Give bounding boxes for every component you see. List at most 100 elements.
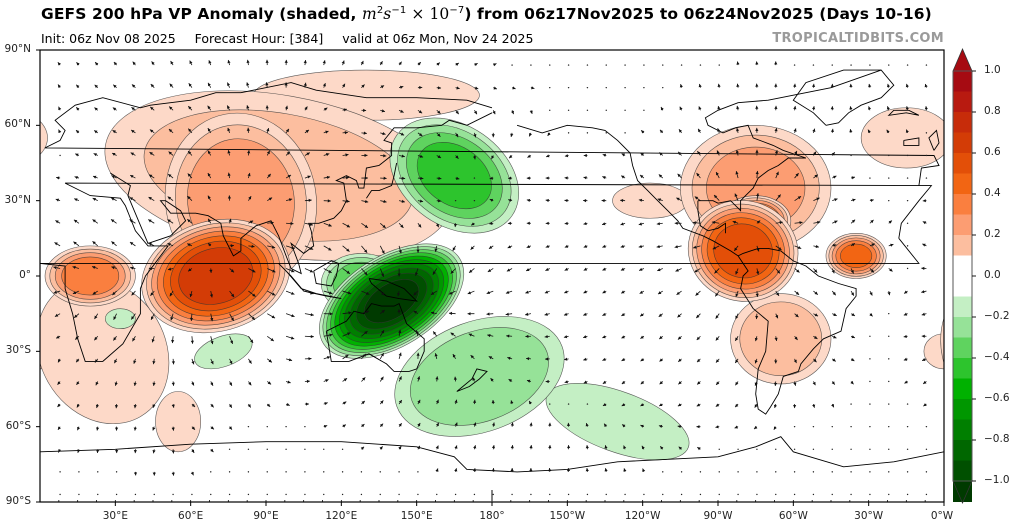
wind-vector-head [54,242,58,246]
wind-vector-head [379,61,383,65]
wind-vector-head [508,379,512,383]
wind-vector-head [304,106,308,110]
contour-level [739,301,823,376]
wind-vector [643,493,645,496]
wind-vector-head [545,379,549,384]
wind-vector-head [602,312,606,316]
wind-vector-head [870,269,874,273]
wind-vector-head [640,403,644,407]
y-tick-label: 60°S [5,419,31,432]
wind-vector-head [621,357,625,361]
wind-vector-head [75,336,79,340]
wind-vector-head [325,153,330,157]
wind-vector-head [53,290,57,294]
wind-vector-head [641,130,645,134]
wind-vector-head [288,358,293,362]
wind-vector-head [210,426,214,430]
wind-vector-head [754,382,758,386]
wind-vector-head [227,82,231,86]
wind-vector [906,425,909,428]
wind-vector [549,109,551,111]
wind-vector-head [284,82,288,86]
wind-vector-head [796,269,800,273]
wind-vector [906,64,909,66]
wind-vector [398,493,400,496]
wind-vector-head [113,84,117,88]
wind-vector [643,64,645,66]
wind-vector-head [247,172,251,177]
wind-vector-head [889,268,893,272]
wind-vector-head [436,62,440,66]
wind-vector [737,448,739,450]
wind-vector [115,471,118,473]
wind-vector-head [380,352,384,357]
wind-vector-head [346,270,350,274]
wind-vector [247,425,250,428]
wind-vector-head [797,196,802,200]
wind-vector-head [922,221,927,225]
colorbar [952,47,976,505]
wind-vector-head [921,312,926,316]
wind-vector-head [472,377,476,381]
wind-vector-head [246,59,250,64]
wind-vector-head [754,360,758,364]
coastline [903,137,920,146]
wind-vector-head [812,404,816,408]
wind-vector [323,471,325,473]
wind-vector-head [529,445,533,449]
wind-vector [567,64,570,66]
wind-vector-head [491,422,496,426]
wind-vector-head [506,268,511,272]
wind-vector-head [833,313,837,316]
wind-vector-head [452,354,456,358]
wind-vector-head [438,176,442,180]
wind-vector-head [527,154,531,158]
wind-vector-head [564,176,568,180]
wind-vector-head [414,272,419,276]
wind-vector [888,199,890,202]
wind-vector-head [904,290,908,294]
wind-vector [869,64,871,66]
wind-vector-head [583,290,587,294]
colorbar-swatch [953,378,972,400]
wind-vector-head [697,381,701,385]
wind-vector-head [890,243,894,247]
wind-vector-head [923,403,927,407]
wind-vector [869,425,871,428]
wind-vector-head [755,315,759,320]
wind-vector-head [677,173,681,178]
anomaly-indian-ocean-asia-max [141,218,291,334]
wind-vector-head [170,60,174,65]
unit-10-exp: −7 [449,5,465,16]
wind-vector [888,64,890,66]
wind-vector-head [152,404,156,408]
wind-vector-head [167,267,172,271]
wind-vector-head [490,378,494,382]
wind-vector-head [76,358,80,363]
wind-vector-head [188,128,192,132]
wind-vector-head [112,107,117,111]
wind-vector-head [602,176,606,180]
wind-vector [812,493,815,496]
wind-vector-head [189,293,193,298]
wind-vector-head [170,317,174,321]
wind-vector [888,177,890,179]
wind-vector-head [886,129,890,134]
wind-vector-head [604,423,608,428]
wind-vector-head [526,379,531,383]
wind-vector-head [468,333,473,337]
wind-vector-head [417,422,421,427]
wind-vector-head [755,293,759,297]
colorbar-tick-label: 0.2 [984,228,1001,240]
wind-vector [737,471,739,473]
wind-vector-head [755,127,759,131]
wind-vector-head [419,85,423,90]
wind-vector-head [310,334,314,339]
wind-vector-head [602,290,606,294]
wind-vector-head [659,403,663,407]
wind-vector-head [360,60,364,65]
wind-vector-head [621,290,625,294]
wind-vector-head [544,290,549,294]
wind-vector-head [131,84,136,88]
wind-vector [850,471,852,473]
